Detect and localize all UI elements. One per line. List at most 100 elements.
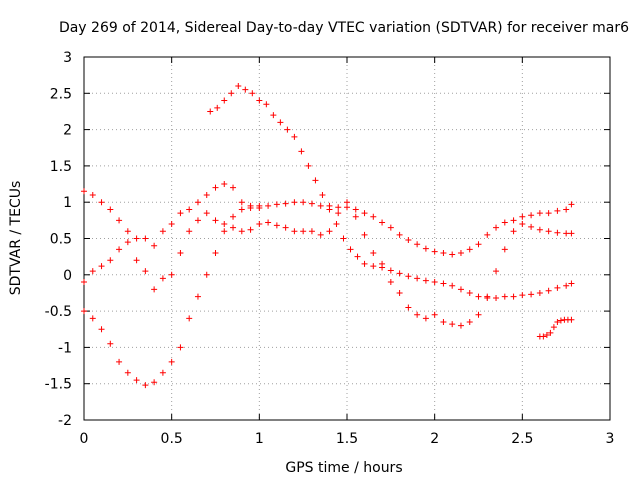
y-tick-label: 1.5: [50, 159, 72, 175]
data-point: [291, 199, 298, 206]
data-point: [312, 177, 319, 184]
data-point: [81, 279, 87, 286]
data-point: [536, 289, 543, 296]
data-point: [319, 191, 326, 198]
data-point: [554, 207, 561, 214]
data-point: [159, 275, 166, 282]
data-point: [545, 228, 552, 235]
x-axis-label: GPS time / hours: [285, 460, 402, 476]
data-point: [142, 382, 149, 389]
data-point: [414, 275, 421, 282]
y-tick-label: 2.5: [50, 86, 72, 102]
data-point: [414, 241, 421, 248]
data-point: [554, 318, 561, 325]
data-point: [317, 202, 324, 209]
data-point: [370, 263, 377, 270]
series-track-3: [81, 202, 263, 389]
data-point: [133, 257, 140, 264]
data-point: [89, 315, 96, 322]
data-point: [256, 202, 263, 209]
data-point: [133, 377, 140, 384]
data-point: [457, 250, 464, 257]
data-point: [159, 369, 166, 376]
data-point: [540, 333, 547, 340]
data-point: [405, 304, 412, 311]
data-point: [203, 191, 210, 198]
data-point: [265, 219, 272, 226]
data-point: [519, 292, 526, 299]
x-tick-label: 2: [430, 431, 439, 447]
data-point: [282, 200, 289, 207]
x-tick-label: 0: [80, 431, 89, 447]
data-point: [177, 344, 184, 351]
y-tick-label: -1: [58, 340, 72, 356]
data-point: [81, 188, 87, 195]
data-point: [230, 224, 237, 231]
data-point: [221, 228, 228, 235]
data-point: [124, 369, 131, 376]
data-point: [449, 321, 456, 328]
data-point: [291, 228, 298, 235]
data-point: [270, 112, 277, 119]
data-point: [440, 318, 447, 325]
data-point: [466, 246, 473, 253]
data-point: [256, 220, 263, 227]
data-point: [554, 284, 561, 291]
data-point: [298, 148, 305, 155]
data-point: [352, 213, 359, 220]
data-point: [361, 210, 368, 217]
data-point: [545, 287, 552, 294]
data-point: [422, 245, 429, 252]
data-point: [98, 326, 105, 333]
data-point: [116, 217, 123, 224]
series-track-2: [81, 199, 575, 329]
data-point: [422, 315, 429, 322]
y-axis-label: SDTVAR / TECUs: [8, 181, 24, 296]
data-point: [440, 250, 447, 257]
data-point: [277, 119, 284, 126]
data-point: [263, 101, 270, 108]
data-point: [230, 213, 237, 220]
data-point: [510, 228, 517, 235]
data-point: [568, 201, 575, 208]
data-point: [449, 282, 456, 289]
data-point: [440, 280, 447, 287]
data-point: [273, 222, 280, 229]
x-tick-label: 2.5: [511, 431, 533, 447]
data-point: [493, 224, 500, 231]
data-point: [214, 104, 221, 111]
data-point: [221, 97, 228, 104]
data-point: [466, 289, 473, 296]
data-point: [242, 86, 249, 93]
data-point: [238, 206, 245, 213]
data-point: [370, 213, 377, 220]
data-point: [98, 199, 105, 206]
data-point: [273, 201, 280, 208]
data-point: [107, 257, 114, 264]
data-point: [238, 228, 245, 235]
data-point: [212, 184, 219, 191]
data-point: [501, 246, 508, 253]
series-track-1: [81, 181, 575, 258]
x-tick-label: 1.5: [336, 431, 358, 447]
grid-lines: [84, 57, 610, 420]
data-point: [203, 271, 210, 278]
data-point: [563, 206, 570, 213]
y-tick-labels: -2 -1.5 -1 -0.5 0 0.5 1 1.5 2 2.5 3: [45, 50, 72, 429]
x-tick-label: 1: [255, 431, 264, 447]
data-point: [536, 210, 543, 217]
data-point: [510, 217, 517, 224]
data-point: [249, 90, 256, 97]
series-track-4: [207, 83, 575, 302]
y-tick-label: -0.5: [45, 304, 72, 320]
data-point: [387, 267, 394, 274]
data-point: [543, 332, 550, 339]
y-tick-label: 0.5: [50, 232, 72, 248]
data-point: [370, 250, 377, 257]
data-point: [300, 199, 307, 206]
data-point: [354, 253, 361, 260]
data-point: [203, 210, 210, 217]
data-point: [379, 219, 386, 226]
data-point: [510, 293, 517, 300]
